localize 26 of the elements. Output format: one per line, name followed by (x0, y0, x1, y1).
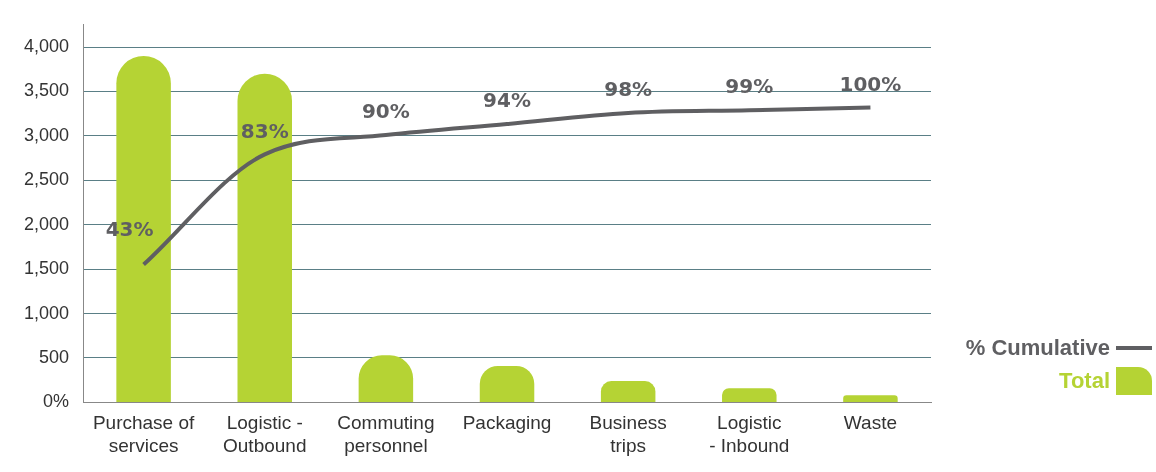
x-tick-label: Commuting personnel (337, 412, 435, 456)
x-tick-label: Logistic - Outbound (223, 412, 307, 456)
y-tick-label: 0% (43, 391, 70, 412)
y-tick-label: 3,000 (24, 124, 70, 145)
bar (722, 388, 777, 402)
y-tick-label: 4,000 (24, 35, 70, 56)
bar (843, 395, 898, 402)
x-tick-label: Business trips (589, 412, 667, 456)
x-tick-label: Logistic - Inbound (709, 412, 790, 456)
x-tick-label: Packaging (462, 412, 552, 434)
x-tick-label: Purchase of services (92, 412, 196, 456)
data-label: 100% (839, 71, 902, 96)
y-tick-label: 3,500 (24, 80, 70, 101)
legend-label: % Cumulative (965, 335, 1110, 361)
x-tick-label: Waste (843, 412, 897, 434)
data-label: 94% (483, 88, 531, 113)
data-label: 90% (361, 99, 410, 124)
data-label: 83% (240, 118, 289, 143)
y-tick-label: 2,000 (24, 213, 70, 234)
y-tick-label: 1,500 (24, 258, 70, 279)
bar (237, 73, 293, 402)
legend-label: Total (1059, 368, 1110, 394)
y-tick-label: 500 (39, 346, 70, 367)
y-tick-label: 1,000 (24, 302, 70, 323)
bar (600, 381, 656, 402)
y-tick-label: 2,500 (24, 169, 70, 190)
